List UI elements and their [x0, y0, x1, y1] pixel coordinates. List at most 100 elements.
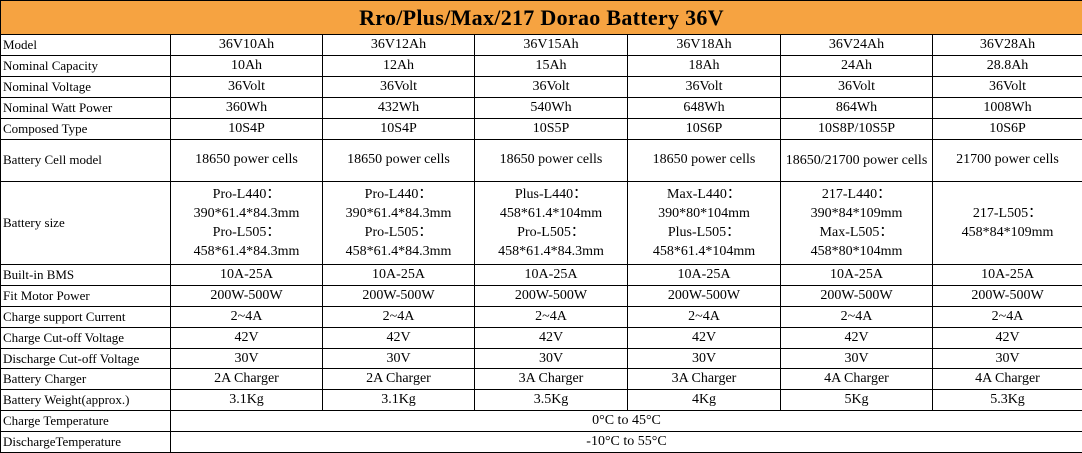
row-label: Nominal Voltage: [0, 76, 171, 99]
value-cell: 42V: [474, 326, 628, 349]
value-cell: 217-L505： 458*84*109mm: [931, 180, 1082, 266]
size-line: Plus-L505：: [667, 224, 741, 240]
value-cell: 42V: [780, 326, 933, 349]
table-title: Rro/Plus/Max/217 Dorao Battery 36V: [0, 0, 1082, 36]
row-label: Charge Temperature: [0, 410, 171, 433]
value-cell: 10A-25A: [627, 264, 781, 286]
value-cell: 18650 power cells: [474, 138, 628, 182]
value-cell: 2~4A: [322, 305, 475, 328]
size-line: Max-L505：: [819, 224, 894, 240]
table-row: Charge Temperature 0°C to 45°C: [0, 410, 1082, 433]
size-line: 458*61.4*104mm: [499, 205, 603, 221]
spec-rows: Model 36V10Ah 36V12Ah 36V15Ah 36V18Ah 36V24Ah…: [0, 34, 1082, 412]
value-cell: 36V15Ah: [474, 34, 628, 57]
value-cell: 200W-500W: [627, 284, 781, 307]
size-line: 390*61.4*84.3mm: [345, 205, 452, 221]
value-cell: 36Volt: [322, 76, 475, 99]
value-cell: 10Ah: [170, 55, 323, 78]
value-cell: 10S5P: [474, 117, 628, 140]
table-row: Discharge Cut-off Voltage 30V 30V 30V 30V 30V…: [0, 347, 1082, 370]
value-cell: 10A-25A: [931, 264, 1082, 286]
value-cell: 2~4A: [627, 305, 781, 328]
row-label: Built-in BMS: [0, 264, 171, 286]
value-cell: 10S4P: [322, 117, 475, 140]
row-label: Battery Charger: [0, 368, 171, 391]
row-label: Battery Cell model: [0, 138, 171, 182]
size-line: Pro-L505：: [212, 224, 281, 240]
value-cell: 28.8Ah: [931, 55, 1082, 78]
value-cell: Pro-L440： 390*61.4*84.3mm Pro-L505： 458*61.…: [170, 180, 323, 266]
value-cell: 42V: [931, 326, 1082, 349]
value-cell: 42V: [170, 326, 323, 349]
table-row: Nominal Voltage 36Volt 36Volt 36Volt 36Volt 3…: [0, 76, 1082, 99]
value-cell: 3.5Kg: [474, 389, 628, 412]
size-line: Pro-L440：: [364, 186, 433, 202]
value-cell: 42V: [627, 326, 781, 349]
value-cell: 4A Charger: [931, 368, 1082, 391]
table-row: Fit Motor Power 200W-500W 200W-500W 200W-50…: [0, 284, 1082, 307]
size-line: 217-L505：: [972, 205, 1043, 221]
value-cell: 30V: [474, 347, 628, 370]
value-cell: Max-L440： 390*80*104mm Plus-L505： 458*61.4*…: [627, 180, 781, 266]
value-cell: 10S6P: [931, 117, 1082, 140]
value-cell: 2~4A: [474, 305, 628, 328]
value-cell: 30V: [322, 347, 475, 370]
value-cell: 5Kg: [780, 389, 933, 412]
row-label: Battery Weight(approx.): [0, 389, 171, 412]
value-cell: 648Wh: [627, 97, 781, 119]
row-label: Composed Type: [0, 117, 171, 140]
value-cell: 200W-500W: [322, 284, 475, 307]
value-cell: 360Wh: [170, 97, 323, 119]
value-cell: 18650 power cells: [170, 138, 323, 182]
value-cell: 3A Charger: [627, 368, 781, 391]
value-cell: 42V: [322, 326, 475, 349]
value-cell: 36V24Ah: [780, 34, 933, 57]
value-cell: Plus-L440： 458*61.4*104mm Pro-L505： 458*61.…: [474, 180, 628, 266]
value-cell: 18650 power cells: [627, 138, 781, 182]
value-cell: 200W-500W: [170, 284, 323, 307]
size-line: Pro-L505：: [517, 224, 585, 240]
value-cell: 864Wh: [780, 97, 933, 119]
value-cell: 200W-500W: [474, 284, 628, 307]
table-row: Battery Cell model 18650 power cells 18650…: [0, 138, 1082, 182]
value-cell: 5.3Kg: [931, 389, 1082, 412]
size-line: 458*61.4*84.3mm: [193, 243, 300, 259]
value-cell: 30V: [780, 347, 933, 370]
value-cell: 30V: [627, 347, 781, 370]
value-cell: 30V: [170, 347, 323, 370]
size-line: 390*80*104mm: [658, 205, 750, 221]
row-label: Discharge Cut-off Voltage: [0, 347, 171, 370]
size-line: 458*61.4*84.3mm: [345, 243, 452, 259]
size-line: 390*84*109mm: [810, 205, 903, 221]
value-cell: 3A Charger: [474, 368, 628, 391]
temperature-rows: Charge Temperature 0°C to 45°C DischargeTe…: [0, 410, 1082, 453]
value-cell: 3.1Kg: [170, 389, 323, 412]
value-cell: 36Volt: [474, 76, 628, 99]
value-cell: 2A Charger: [170, 368, 323, 391]
row-label: DischargeTemperature: [0, 431, 171, 453]
size-line: 458*61.4*104mm: [652, 243, 756, 259]
value-cell: 3.1Kg: [322, 389, 475, 412]
title-row: Rro/Plus/Max/217 Dorao Battery 36V: [0, 0, 1082, 36]
value-cell: Pro-L440： 390*61.4*84.3mm Pro-L505： 458*61.…: [322, 180, 475, 266]
value-cell: 432Wh: [322, 97, 475, 119]
table-row: Composed Type 10S4P 10S4P 10S5P 10S6P 10S8P/1…: [0, 117, 1082, 140]
value-cell: 36V10Ah: [170, 34, 323, 57]
value-cell: 36Volt: [627, 76, 781, 99]
value-cell: 10A-25A: [474, 264, 628, 286]
size-line: Plus-L440：: [514, 186, 588, 202]
row-label: Battery size: [0, 180, 171, 266]
table-row: Nominal Watt Power 360Wh 432Wh 540Wh 648Wh 86…: [0, 97, 1082, 119]
table-row: DischargeTemperature -10°C to 55°C: [0, 431, 1082, 453]
value-cell: 1008Wh: [931, 97, 1082, 119]
value-cell: 217-L440： 390*84*109mm Max-L505： 458*80*104…: [780, 180, 933, 266]
value-cell: 2~4A: [170, 305, 323, 328]
value-cell: 10S6P: [627, 117, 781, 140]
value-cell: 10A-25A: [780, 264, 933, 286]
value-cell: 10S4P: [170, 117, 323, 140]
value-cell: 10A-25A: [170, 264, 323, 286]
value-cell: 36Volt: [170, 76, 323, 99]
value-cell: 2A Charger: [322, 368, 475, 391]
value-cell: 10A-25A: [322, 264, 475, 286]
